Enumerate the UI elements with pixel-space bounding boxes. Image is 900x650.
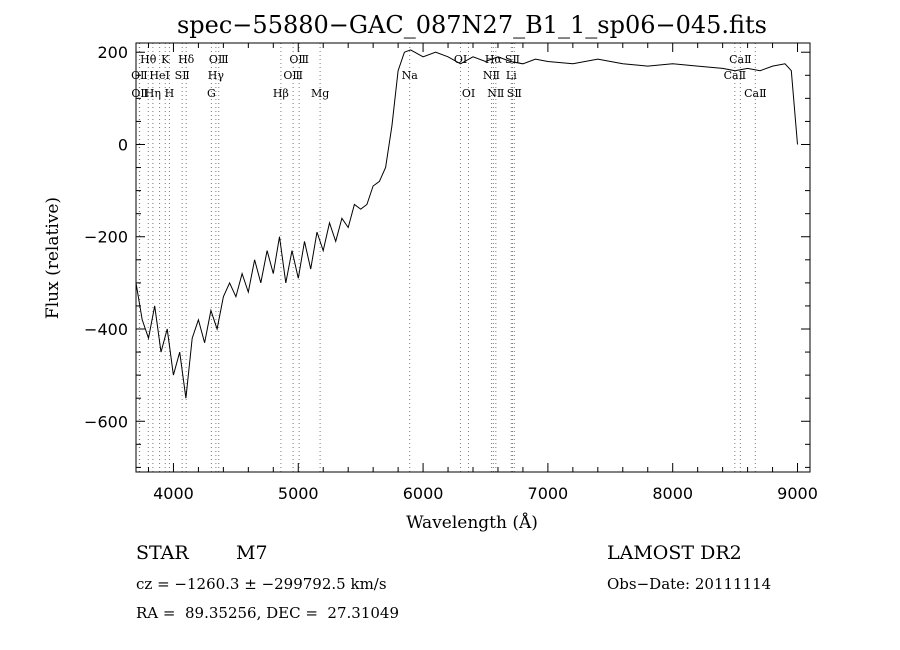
- emission-line-label: Na: [402, 69, 419, 82]
- x-tick-label: 6000: [403, 484, 444, 503]
- y-tick-label: −400: [84, 320, 128, 339]
- spectrum-line: [135, 49, 798, 399]
- y-tick-label: 0: [118, 135, 128, 154]
- emission-line-label: Li: [506, 69, 517, 82]
- chart-title: spec−55880−GAC_087N27_B1_1_sp06−045.fits: [177, 11, 767, 39]
- emission-line-label: Mg: [311, 87, 329, 100]
- emission-line-label: Hγ: [208, 69, 225, 82]
- emission-line-label: CaⅡ: [724, 69, 746, 82]
- y-tick-label: 200: [97, 43, 128, 62]
- y-axis-ticks: −600 −400 −200 0 200: [84, 43, 810, 468]
- x-axis-label: Wavelength (Å): [406, 512, 538, 533]
- y-tick-label: −200: [84, 228, 128, 247]
- emission-line-label: OⅢ: [209, 53, 229, 66]
- emission-line-label: NⅡ: [483, 69, 500, 82]
- emission-line-label: SⅡ: [507, 87, 522, 100]
- emission-line-label: H: [165, 87, 175, 100]
- emission-line-label: Hβ: [273, 87, 289, 100]
- emission-line-label: CaⅡ: [744, 87, 766, 100]
- survey-name: LAMOST DR2: [607, 542, 742, 564]
- emission-line-label: G: [207, 87, 216, 100]
- plot-frame: [135, 42, 811, 473]
- x-tick-label: 4000: [153, 484, 194, 503]
- emission-line-label: OⅢ: [289, 53, 309, 66]
- x-axis-ticks: 4000 5000 6000 7000 8000 9000: [147, 43, 818, 503]
- x-tick-label: 9000: [777, 484, 818, 503]
- x-tick-label: 7000: [528, 484, 569, 503]
- emission-line-label: Hη: [145, 87, 161, 100]
- emission-line-label: SⅡ: [175, 69, 190, 82]
- emission-line-label: NⅡ: [487, 87, 504, 100]
- emission-line-label: SⅡ: [505, 53, 520, 66]
- ra-dec-coordinates: RA = 89.35256, DEC = 27.31049: [136, 604, 400, 622]
- emission-line-label: Hθ: [140, 53, 157, 66]
- emission-line-label: Hα: [485, 53, 503, 66]
- redshift-cz: cz = −1260.3 ± −299792.5 km/s: [136, 575, 387, 593]
- emission-line-label: K: [161, 53, 170, 66]
- object-class: STAR: [136, 542, 189, 564]
- emission-line-label: Hδ: [178, 53, 195, 66]
- emission-line-label: OⅡ: [131, 87, 148, 100]
- observation-date: Obs−Date: 20111114: [607, 575, 772, 593]
- emission-line-markers: [138, 43, 756, 472]
- emission-line-label: CaⅡ: [729, 53, 751, 66]
- y-axis-label: Flux (relative): [43, 197, 63, 319]
- y-tick-label: −600: [84, 412, 128, 431]
- x-tick-label: 8000: [652, 484, 693, 503]
- emission-line-label: OI: [454, 53, 467, 66]
- x-tick-label: 5000: [278, 484, 319, 503]
- object-subclass: M7: [236, 542, 268, 564]
- emission-line-label: OI: [462, 87, 475, 100]
- emission-line-label: OⅢ: [283, 69, 303, 82]
- emission-line-label: HeI: [149, 69, 169, 82]
- emission-line-labels: OⅡOⅡHθHηHeIKHSⅡHδGHγOⅢHβOⅢOⅢMgNaOIOINⅡHα…: [131, 53, 766, 100]
